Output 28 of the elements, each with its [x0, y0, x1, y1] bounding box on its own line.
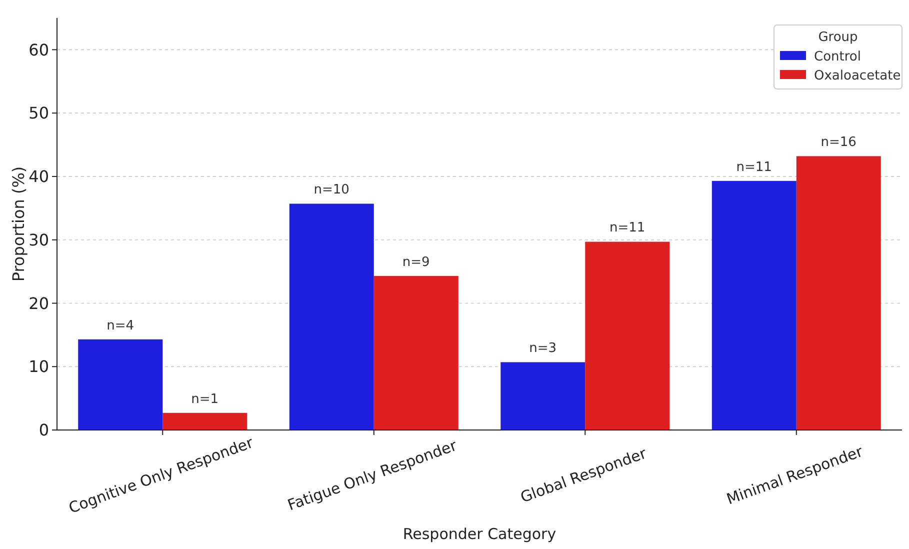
annotation: n=9	[402, 254, 430, 270]
annotation: n=16	[820, 135, 856, 150]
annotation: n=4	[106, 318, 134, 334]
y-tick-label: 10	[28, 357, 49, 376]
annotation: n=11	[610, 220, 646, 236]
bar	[78, 339, 163, 430]
legend-label: Control	[814, 50, 861, 65]
annotation: n=10	[314, 182, 350, 198]
y-tick-label: 60	[28, 40, 49, 60]
y-tick-label: 30	[28, 230, 49, 250]
y-axis-title: Proportion (%)	[9, 166, 28, 282]
legend-title: Group	[818, 30, 858, 45]
bar	[585, 242, 670, 430]
legend-label: Oxaloacetate	[814, 68, 901, 84]
y-tick-label: 50	[28, 104, 49, 123]
y-tick-label: 0	[38, 420, 49, 440]
annotation: n=3	[529, 341, 557, 356]
bar	[712, 180, 796, 430]
bar	[500, 362, 586, 430]
bar	[162, 412, 248, 430]
bar	[374, 276, 458, 430]
y-tick-label: 20	[28, 294, 49, 313]
y-tick-label: 40	[28, 167, 49, 186]
annotation: n=1	[191, 392, 219, 407]
annotation: n=11	[736, 160, 772, 175]
bar	[289, 204, 374, 430]
x-axis-title: Responder Category	[402, 525, 556, 543]
bar	[796, 156, 881, 430]
